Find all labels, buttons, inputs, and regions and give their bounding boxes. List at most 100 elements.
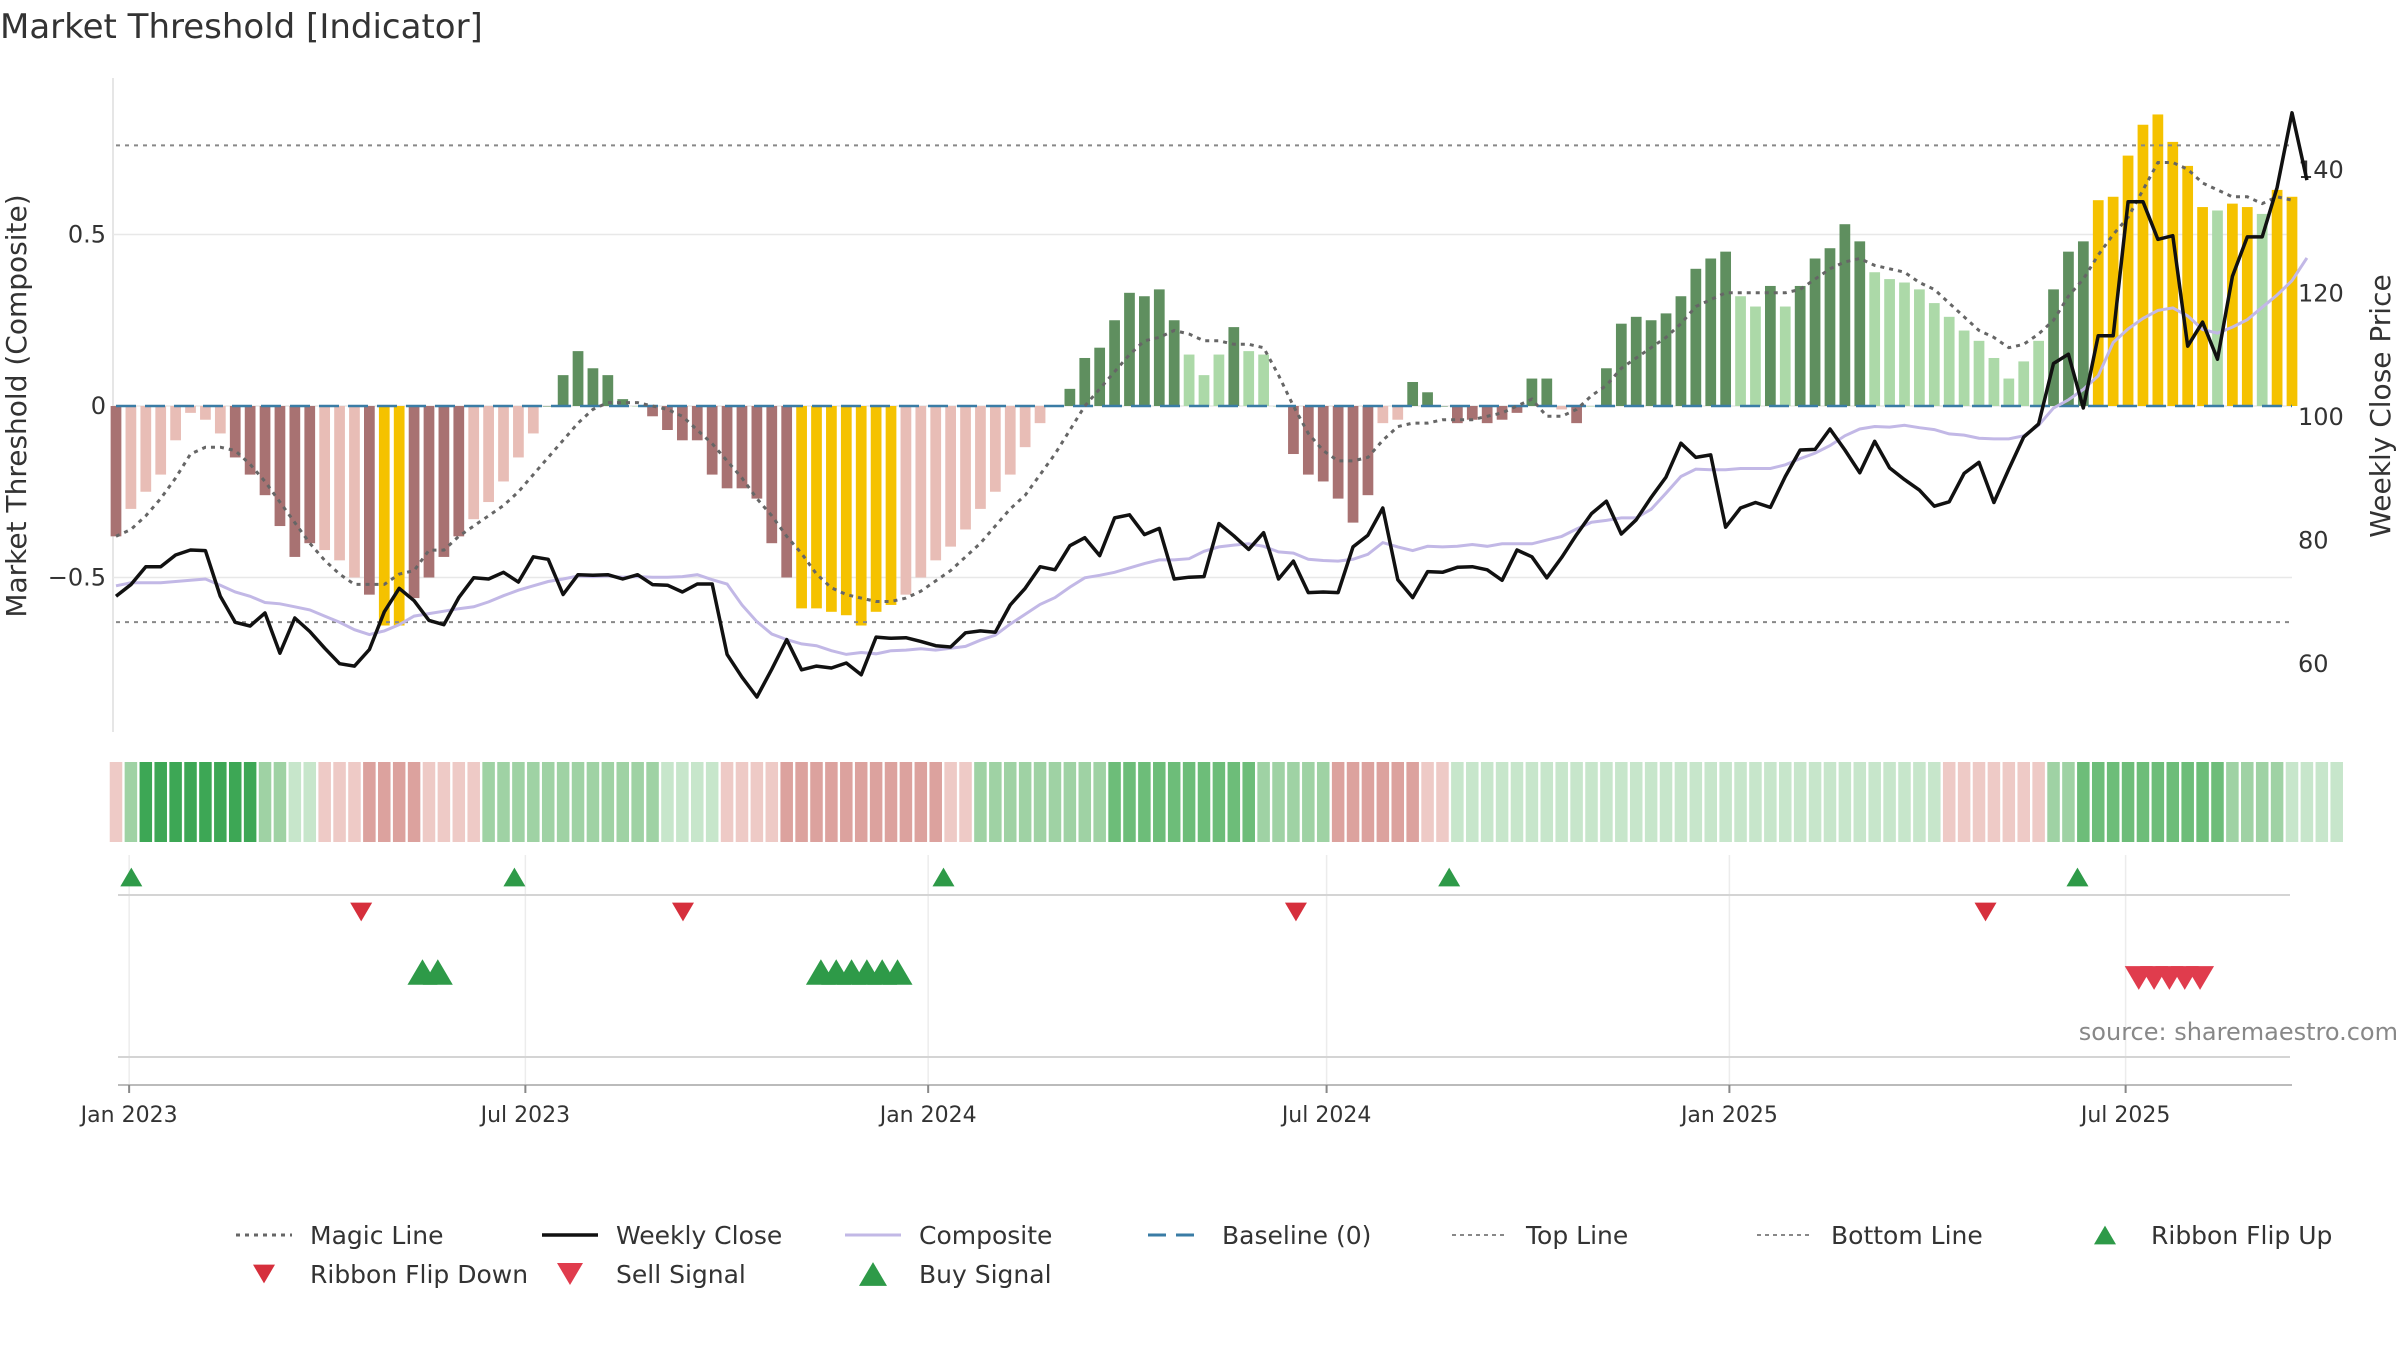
- ribbon-flip-up-marker: [932, 867, 955, 887]
- ribbon-cell: [169, 762, 182, 842]
- x-tick-label: Jan 2023: [79, 1103, 178, 1128]
- ribbon-cell: [2106, 762, 2120, 842]
- legend-label: Buy Signal: [919, 1260, 1052, 1289]
- ribbon-cell: [1018, 762, 1032, 842]
- composite-bar: [617, 399, 629, 406]
- ribbon-cell: [1108, 762, 1121, 842]
- ribbon-cell: [1615, 762, 1628, 842]
- ribbon-cell: [2300, 762, 2314, 842]
- ribbon-cell: [661, 762, 674, 842]
- ribbon-cell: [989, 762, 1002, 842]
- ribbon-cell: [228, 762, 242, 842]
- ribbon-cell: [199, 762, 212, 842]
- legend-swatch: [2094, 1225, 2116, 1245]
- composite-bar: [1213, 354, 1225, 406]
- legend-item: Sell Signal: [557, 1260, 746, 1289]
- composite-bar: [1392, 406, 1404, 420]
- ribbon-cell: [1048, 762, 1062, 842]
- legend-item: Magic Line: [236, 1221, 444, 1250]
- composite-bar: [1153, 289, 1165, 406]
- composite-bar: [364, 406, 375, 595]
- ribbon-cell: [1287, 762, 1300, 842]
- composite-bar: [468, 406, 480, 520]
- composite-bar: [1258, 354, 1269, 406]
- ribbon-cell: [884, 762, 898, 842]
- ribbon-cell: [1704, 762, 1717, 842]
- composite-bar: [915, 406, 927, 578]
- ribbon-cell: [2166, 762, 2180, 842]
- composite-bar: [1526, 378, 1538, 406]
- legend-item: Buy Signal: [859, 1260, 1052, 1289]
- y2-tick-label: 80: [2298, 527, 2329, 555]
- composite-bar: [1943, 316, 1955, 406]
- ribbon-cell: [139, 762, 153, 842]
- composite-bar: [200, 406, 211, 420]
- ribbon-cell: [1600, 762, 1613, 842]
- ribbon-cell: [676, 762, 689, 842]
- composite-bar: [2122, 155, 2134, 406]
- ribbon-cell: [437, 762, 451, 842]
- composite-bar: [975, 406, 986, 509]
- ribbon-cell: [2136, 762, 2150, 842]
- ribbon-cell: [392, 762, 406, 842]
- ribbon-cell: [616, 762, 629, 842]
- ribbon-cell: [1346, 762, 1360, 842]
- legend: Magic Line Weekly Close Composite Baseline …: [236, 1221, 2332, 1289]
- ribbon-cell: [1928, 762, 1941, 842]
- ribbon-cell: [1510, 762, 1524, 842]
- composite-bar: [1437, 406, 1448, 407]
- ribbon-cell: [1063, 762, 1077, 842]
- ribbon-cell: [1540, 762, 1554, 842]
- ribbon-cell: [586, 762, 600, 842]
- ribbon-cell: [2255, 762, 2269, 842]
- legend-label: Ribbon Flip Up: [2151, 1221, 2332, 1250]
- composite-bar: [2092, 200, 2104, 406]
- y-axis-title: Market Threshold (Composite): [0, 194, 33, 617]
- ribbon-cell: [288, 762, 302, 842]
- ribbon-cell: [780, 762, 793, 842]
- x-tick-label: Jul 2025: [2079, 1103, 2171, 1128]
- ribbon-flip-down-marker: [1974, 902, 1997, 922]
- ribbon-flip-down-marker: [1284, 902, 1307, 922]
- composite-bar: [766, 406, 778, 544]
- composite-bar: [676, 406, 688, 441]
- ribbon-cell: [1734, 762, 1747, 842]
- legend-item: Ribbon Flip Up: [2094, 1221, 2332, 1250]
- x-tick-label: Jul 2023: [479, 1103, 571, 1128]
- ribbon-cell: [2091, 762, 2105, 842]
- ribbon-cell: [914, 762, 928, 842]
- composite-bar: [2227, 203, 2238, 406]
- composite-bar: [1586, 406, 1597, 407]
- ribbon-cell: [2270, 762, 2284, 842]
- ribbon-flip-up-marker: [2066, 867, 2089, 887]
- composite-bar: [1288, 406, 1299, 455]
- composite-bar: [989, 406, 1001, 492]
- composite-bar: [483, 406, 494, 503]
- ribbon-cell: [1182, 762, 1196, 842]
- ribbon-cell: [2077, 762, 2090, 842]
- composite-bar: [1839, 224, 1851, 406]
- ribbon-cell: [1361, 762, 1375, 842]
- ribbon-cell: [1853, 762, 1867, 842]
- ribbon-cell: [318, 762, 331, 842]
- ribbon-cell: [1078, 762, 1092, 842]
- composite-bar: [602, 375, 614, 406]
- composite-bar: [229, 406, 241, 458]
- composite-bar: [1004, 406, 1016, 475]
- ribbon-cell: [1570, 762, 1583, 842]
- ribbon-cell: [750, 762, 764, 842]
- legend-item: Ribbon Flip Down: [253, 1260, 528, 1289]
- buy-signal-marker: [882, 959, 913, 985]
- composite-bar: [2182, 165, 2194, 406]
- ribbon-cell: [184, 762, 197, 842]
- composite-bar: [1183, 354, 1195, 406]
- ribbon-cell: [1316, 762, 1330, 842]
- composite-bar: [662, 406, 673, 431]
- composite-bar: [1317, 406, 1329, 482]
- composite-bar: [1481, 406, 1493, 424]
- composite-bar: [1914, 289, 1925, 406]
- composite-bar: [259, 406, 271, 496]
- ribbon-cell: [735, 762, 749, 842]
- ribbon-cell: [1525, 762, 1539, 842]
